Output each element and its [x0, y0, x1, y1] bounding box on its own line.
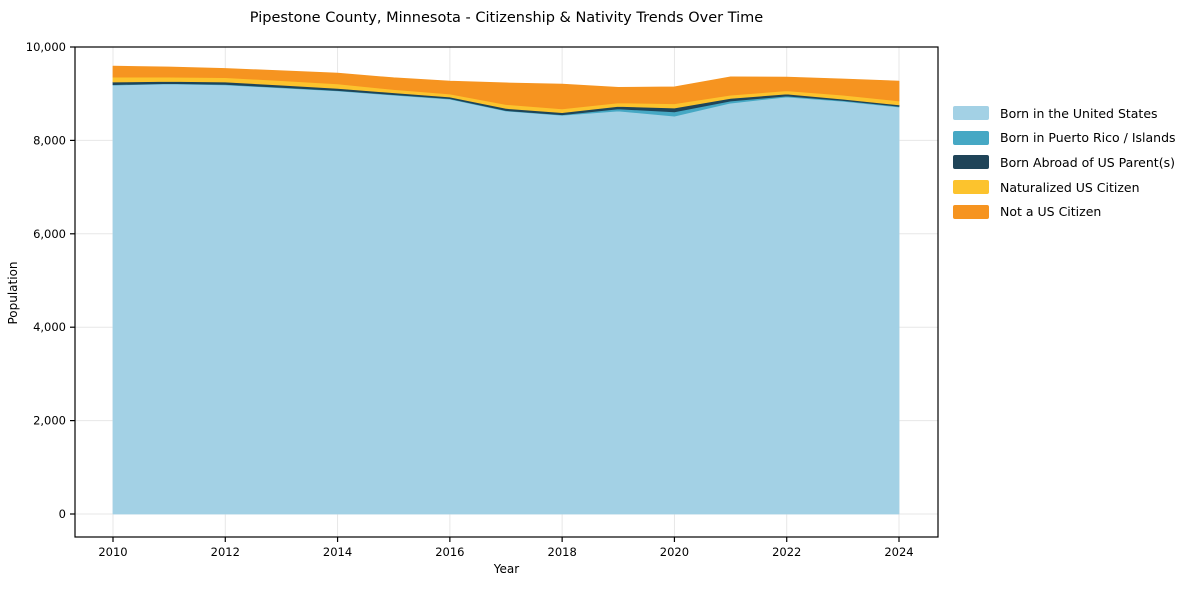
legend-swatch-born-in-puerto-rico-islands: [953, 130, 989, 145]
legend-item-born-in-puerto-rico-islands: Born in Puerto Rico / Islands: [953, 126, 1176, 151]
x-tick-label-2018: 2018: [548, 545, 577, 559]
legend-item-born-in-the-united-states: Born in the United States: [953, 101, 1176, 126]
legend-item-born-abroad-of-us-parent-s: Born Abroad of US Parent(s): [953, 150, 1176, 175]
x-axis-label: Year: [493, 562, 520, 576]
chart-title: Pipestone County, Minnesota - Citizenshi…: [249, 10, 764, 26]
y-tick-label-2000: 2,000: [33, 414, 66, 428]
legend-swatch-born-abroad-of-us-parent-s: [953, 155, 989, 170]
x-tick-label-2010: 2010: [98, 545, 127, 559]
legend-item-not-a-us-citizen: Not a US Citizen: [953, 199, 1176, 224]
x-tick-label-2016: 2016: [435, 545, 464, 559]
x-tick-label-2024: 2024: [884, 545, 913, 559]
area-born-in-the-united-states: [112, 83, 900, 515]
y-tick-label-10000: 10,000: [26, 40, 66, 54]
y-tick-label-0: 0: [59, 507, 66, 521]
legend-label-born-in-puerto-rico-islands: Born in Puerto Rico / Islands: [1000, 130, 1176, 146]
y-tick-label-4000: 4,000: [33, 320, 66, 334]
legend: Born in the United States Born in Puerto …: [953, 101, 1176, 224]
x-tick-label-2022: 2022: [772, 545, 801, 559]
x-tick-label-2012: 2012: [211, 545, 240, 559]
legend-swatch-naturalized-us-citizen: [953, 180, 989, 195]
axes-box: [74, 46, 939, 538]
legend-label-not-a-us-citizen: Not a US Citizen: [1000, 204, 1102, 220]
y-tick-label-8000: 8,000: [33, 133, 66, 147]
legend-swatch-not-a-us-citizen: [953, 204, 989, 219]
legend-swatch-born-in-the-united-states: [953, 106, 989, 121]
x-tick-label-2020: 2020: [660, 545, 689, 559]
legend-label-born-abroad-of-us-parent-s: Born Abroad of US Parent(s): [1000, 154, 1175, 170]
x-tick-label-2014: 2014: [323, 545, 352, 559]
area-not-a-us-citizen: [112, 65, 900, 110]
legend-item-naturalized-us-citizen: Naturalized US Citizen: [953, 175, 1176, 200]
y-tick-label-6000: 6,000: [33, 227, 66, 241]
legend-label-born-in-the-united-states: Born in the United States: [1000, 105, 1158, 121]
legend-label-naturalized-us-citizen: Naturalized US Citizen: [1000, 179, 1140, 195]
